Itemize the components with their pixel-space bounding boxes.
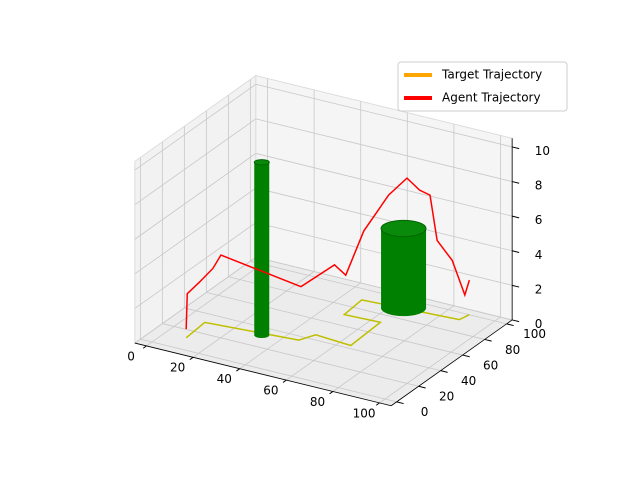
z-tick-label: 6 [535, 213, 543, 227]
grid-line [255, 83, 513, 148]
z-tick [512, 284, 520, 288]
grid-line [239, 282, 361, 370]
y-tick [440, 370, 448, 373]
cylinder-top [380, 219, 427, 238]
x-tick-label: 100 [353, 406, 376, 420]
y-tick-label: 80 [505, 343, 520, 357]
y-tick-label: 60 [483, 358, 498, 372]
legend: Target Trajectory Agent Trajectory [397, 61, 568, 112]
grid-line [134, 187, 257, 275]
grid-line [140, 338, 397, 403]
z-tick-label: 8 [535, 179, 543, 193]
grid-line [379, 316, 501, 404]
z-tick-label: 10 [535, 144, 550, 158]
z-tick [512, 146, 520, 150]
grid-line [192, 271, 315, 358]
z-tick [512, 319, 520, 323]
y-tick-label: 100 [523, 327, 546, 341]
grid-line [134, 153, 257, 240]
x-tick [142, 345, 147, 349]
grid-line [332, 305, 455, 392]
z-tick [512, 215, 520, 219]
grid-line [134, 83, 257, 171]
grid-line [206, 291, 463, 356]
trajectory-line [185, 177, 471, 330]
x-axis-line [134, 342, 392, 407]
grid-line [184, 307, 441, 372]
z-tick-label: 2 [535, 282, 543, 296]
x-tick [236, 368, 240, 372]
z-tick-label: 4 [535, 248, 543, 262]
x-tick [282, 379, 287, 383]
y-tick [418, 385, 426, 389]
grid-line [255, 153, 513, 217]
x-tick [329, 391, 334, 395]
y-tick-label: 40 [461, 374, 476, 388]
y-tick [462, 354, 470, 358]
x-tick-label: 40 [217, 372, 232, 386]
y-axis-line [390, 319, 513, 407]
cylinder-top [253, 159, 270, 166]
y-tick-label: 0 [421, 405, 429, 419]
x-tick [375, 402, 380, 406]
x-tick-label: 80 [310, 395, 325, 409]
grid-line [134, 118, 257, 205]
grid-line [134, 222, 257, 309]
x-tick [189, 356, 194, 361]
legend-label: Target Trajectory [441, 68, 542, 82]
grid-line [255, 187, 513, 252]
grid-line [228, 276, 485, 340]
grid-line [134, 256, 257, 344]
z-tick [512, 181, 520, 184]
x-tick-label: 0 [127, 349, 135, 363]
grid-line [162, 323, 419, 387]
z-tick [512, 250, 520, 253]
grid-line [255, 118, 513, 182]
x-tick-label: 20 [170, 361, 185, 375]
legend-box [397, 61, 568, 112]
x-tick-label: 60 [263, 384, 278, 398]
legend-label: Agent Trajectory [442, 91, 541, 105]
y-tick [484, 338, 492, 342]
cylinder-body [254, 162, 270, 336]
cylinder-body [381, 228, 427, 309]
y-tick [396, 401, 404, 405]
y-tick [506, 323, 514, 327]
y-tick-label: 20 [439, 390, 454, 404]
z-tick-label: 0 [535, 317, 543, 331]
grid-line [250, 260, 507, 325]
grid-line [146, 259, 268, 347]
